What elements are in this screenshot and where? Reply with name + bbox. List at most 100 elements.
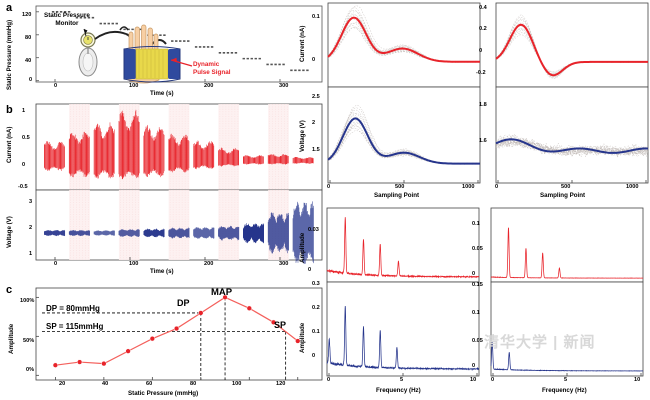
panel-a-ylabel: Static Pressure (mmHg) bbox=[6, 19, 13, 90]
panel-d-ytick-1.5: 1.5 bbox=[312, 147, 320, 153]
panel-g-xtick-0: 0 bbox=[491, 377, 495, 383]
panel-e-xtick-1000: 1000 bbox=[626, 184, 639, 190]
panel-b: b Current (nA) Voltage (V) Time (s) 1 0.… bbox=[0, 100, 330, 278]
panel-c-xlabel: Static Pressure (mmHg) bbox=[128, 390, 199, 397]
panel-c-xtick-20: 20 bbox=[59, 381, 66, 387]
panel-e-ytick--0.2: -0.2 bbox=[476, 70, 486, 76]
panel-d-ytick-2.5: 2.5 bbox=[312, 94, 320, 100]
panel-b-xtick-200: 200 bbox=[204, 261, 214, 267]
panel-f-xlabel: Frequency (Hz) bbox=[376, 387, 421, 394]
panel-e-ytick-0.2: 0.2 bbox=[479, 26, 487, 32]
panel-g-ytick-0.10b: 0.1 bbox=[472, 310, 480, 316]
panel-c-ytick-100: 100% bbox=[20, 298, 35, 304]
panel-e-xlabel: Sampling Point bbox=[540, 192, 586, 199]
panel-g-xtick-10: 10 bbox=[634, 377, 641, 383]
panel-b-label: b bbox=[6, 104, 13, 116]
panel-b-ytick-1: 1 bbox=[29, 251, 33, 257]
panel-d-ytick-2.0: 2 bbox=[312, 120, 316, 126]
panel-b-bottom-plot bbox=[35, 189, 323, 264]
panel-f-top-plot bbox=[326, 207, 480, 283]
panel-d-xtick-0: 0 bbox=[327, 184, 331, 190]
panel-a-ytick-0: 0 bbox=[29, 77, 33, 83]
panel-d-ytick-0.1: 0.1 bbox=[312, 14, 320, 20]
panel-c-ylabel: Amplitude bbox=[8, 323, 15, 354]
panel-c-xtick-40: 40 bbox=[102, 381, 109, 387]
panel-d: d Current (nA) Voltage (V) Sampling Poin… bbox=[296, 0, 486, 205]
panel-d-ytick-0.0: 0 bbox=[312, 57, 316, 63]
panel-c-map-marker: MAP bbox=[211, 287, 233, 298]
panel-g-xlabel: Frequency (Hz) bbox=[542, 387, 587, 394]
panel-d-bottom-plot bbox=[327, 86, 481, 184]
panel-e-ytick-1.8: 1.8 bbox=[479, 102, 487, 108]
panel-e-ytick-0.4: 0.4 bbox=[479, 5, 487, 11]
panel-g-ytick-0.15b: 0.15 bbox=[472, 282, 483, 288]
panel-b-ytick-0.0: 0 bbox=[22, 162, 26, 168]
monitor-label-line1: Static Pressure bbox=[44, 12, 90, 19]
panel-d-xlabel: Sampling Point bbox=[374, 192, 420, 199]
panel-f-ytick-0.3: 0.3 bbox=[312, 281, 320, 287]
panel-g-ytick-0.05: 0.05 bbox=[472, 246, 483, 252]
panel-g: g Frequency (Hz) 0.1 0.05 0 0.15 0.1 0.0… bbox=[462, 205, 650, 400]
panel-c-sp-marker: SP bbox=[274, 320, 287, 330]
panel-b-xlabel: Time (s) bbox=[150, 268, 174, 275]
panel-e: e Sampling Point 0.4 0.2 0 -0.2 1.8 1.6 … bbox=[462, 0, 650, 205]
panel-e-ytick-1.6: 1.6 bbox=[479, 138, 487, 144]
panel-a-ytick-40: 40 bbox=[25, 58, 32, 64]
panel-c-xtick-80: 80 bbox=[190, 381, 197, 387]
panel-c: c Amplitude Static Pressure (mmHg) 100% … bbox=[0, 282, 330, 400]
panel-a-xlabel: Time (s) bbox=[150, 90, 174, 97]
panel-c-label: c bbox=[6, 284, 13, 296]
panel-b-xtick-300: 300 bbox=[279, 261, 289, 267]
panel-b-ytick-3: 3 bbox=[29, 199, 33, 205]
panel-c-dp-marker: DP bbox=[177, 298, 190, 308]
panel-d-bottom-ylabel: Voltage (V) bbox=[299, 120, 306, 152]
panel-c-xtick-120: 120 bbox=[276, 381, 286, 387]
panel-f-xtick-0: 0 bbox=[327, 377, 331, 383]
panel-g-ytick-0.10: 0.1 bbox=[472, 221, 480, 227]
panel-f-xtick-10: 10 bbox=[470, 377, 477, 383]
panel-c-sp-text: SP = 115mmHg bbox=[46, 322, 104, 331]
panel-f: f Amplitude Amplitude Frequency (Hz) 0.0… bbox=[296, 205, 486, 400]
panel-d-top-plot bbox=[327, 2, 481, 88]
panel-c-ytick-50: 50% bbox=[23, 338, 35, 344]
panel-g-top-plot bbox=[490, 207, 644, 283]
panel-f-ytick-0.03: 0.03 bbox=[308, 227, 319, 233]
panel-b-xtick-0: 0 bbox=[54, 261, 58, 267]
panel-b-bottom-ylabel: Voltage (V) bbox=[6, 216, 13, 248]
panel-a-pulse-label: Dynamic Pulse Signal bbox=[193, 61, 230, 77]
panel-a: a Static Pressure (mmHg) Time (s) 120 80… bbox=[0, 0, 330, 100]
panel-f-ytick-0.1: 0.1 bbox=[312, 329, 320, 335]
panel-a-monitor-label: Static Pressure Monitor bbox=[44, 12, 90, 28]
panel-f-xtick-5: 5 bbox=[400, 377, 404, 383]
panel-b-ytick-1.0: 1 bbox=[22, 108, 26, 114]
panel-f-top-ylabel: Amplitude bbox=[299, 232, 306, 263]
panel-b-top-plot bbox=[35, 103, 323, 191]
panel-a-ytick-80: 80 bbox=[25, 35, 32, 41]
panel-f-ytick-0.00: 0 bbox=[308, 267, 312, 273]
panel-g-ytick-0.00b: 0 bbox=[472, 363, 476, 369]
panel-f-ytick-0.2: 0.2 bbox=[312, 305, 320, 311]
panel-e-top-plot bbox=[495, 2, 649, 88]
panel-d-xtick-500: 500 bbox=[395, 184, 405, 190]
panel-e-xtick-500: 500 bbox=[561, 184, 571, 190]
panel-c-dp-text: DP = 80mmHg bbox=[46, 304, 100, 313]
pulse-label-line2: Pulse Signal bbox=[193, 69, 231, 76]
panel-f-bottom-ylabel: Amplitude bbox=[299, 322, 306, 353]
panel-a-label: a bbox=[6, 2, 13, 14]
panel-d-xtick-1000: 1000 bbox=[462, 184, 475, 190]
panel-c-xtick-100: 100 bbox=[232, 381, 242, 387]
panel-f-ytick-0.0: 0 bbox=[312, 353, 316, 359]
panel-b-ytick-2: 2 bbox=[29, 225, 33, 231]
panel-b-top-ylabel: Current (nA) bbox=[6, 126, 13, 163]
monitor-label-line2: Monitor bbox=[55, 20, 79, 27]
panel-e-xtick-0: 0 bbox=[495, 184, 499, 190]
panel-a-xtick-0: 0 bbox=[54, 83, 58, 89]
panel-d-top-ylabel: Current (nA) bbox=[299, 25, 306, 62]
panel-e-bottom-plot bbox=[495, 86, 649, 184]
panel-a-illustration bbox=[78, 24, 193, 84]
panel-a-ytick-120: 120 bbox=[22, 12, 32, 18]
panel-a-xtick-100: 100 bbox=[129, 83, 139, 89]
panel-g-xtick-5: 5 bbox=[564, 377, 568, 383]
panel-g-bottom-plot bbox=[490, 281, 644, 377]
panel-c-xtick-60: 60 bbox=[146, 381, 153, 387]
